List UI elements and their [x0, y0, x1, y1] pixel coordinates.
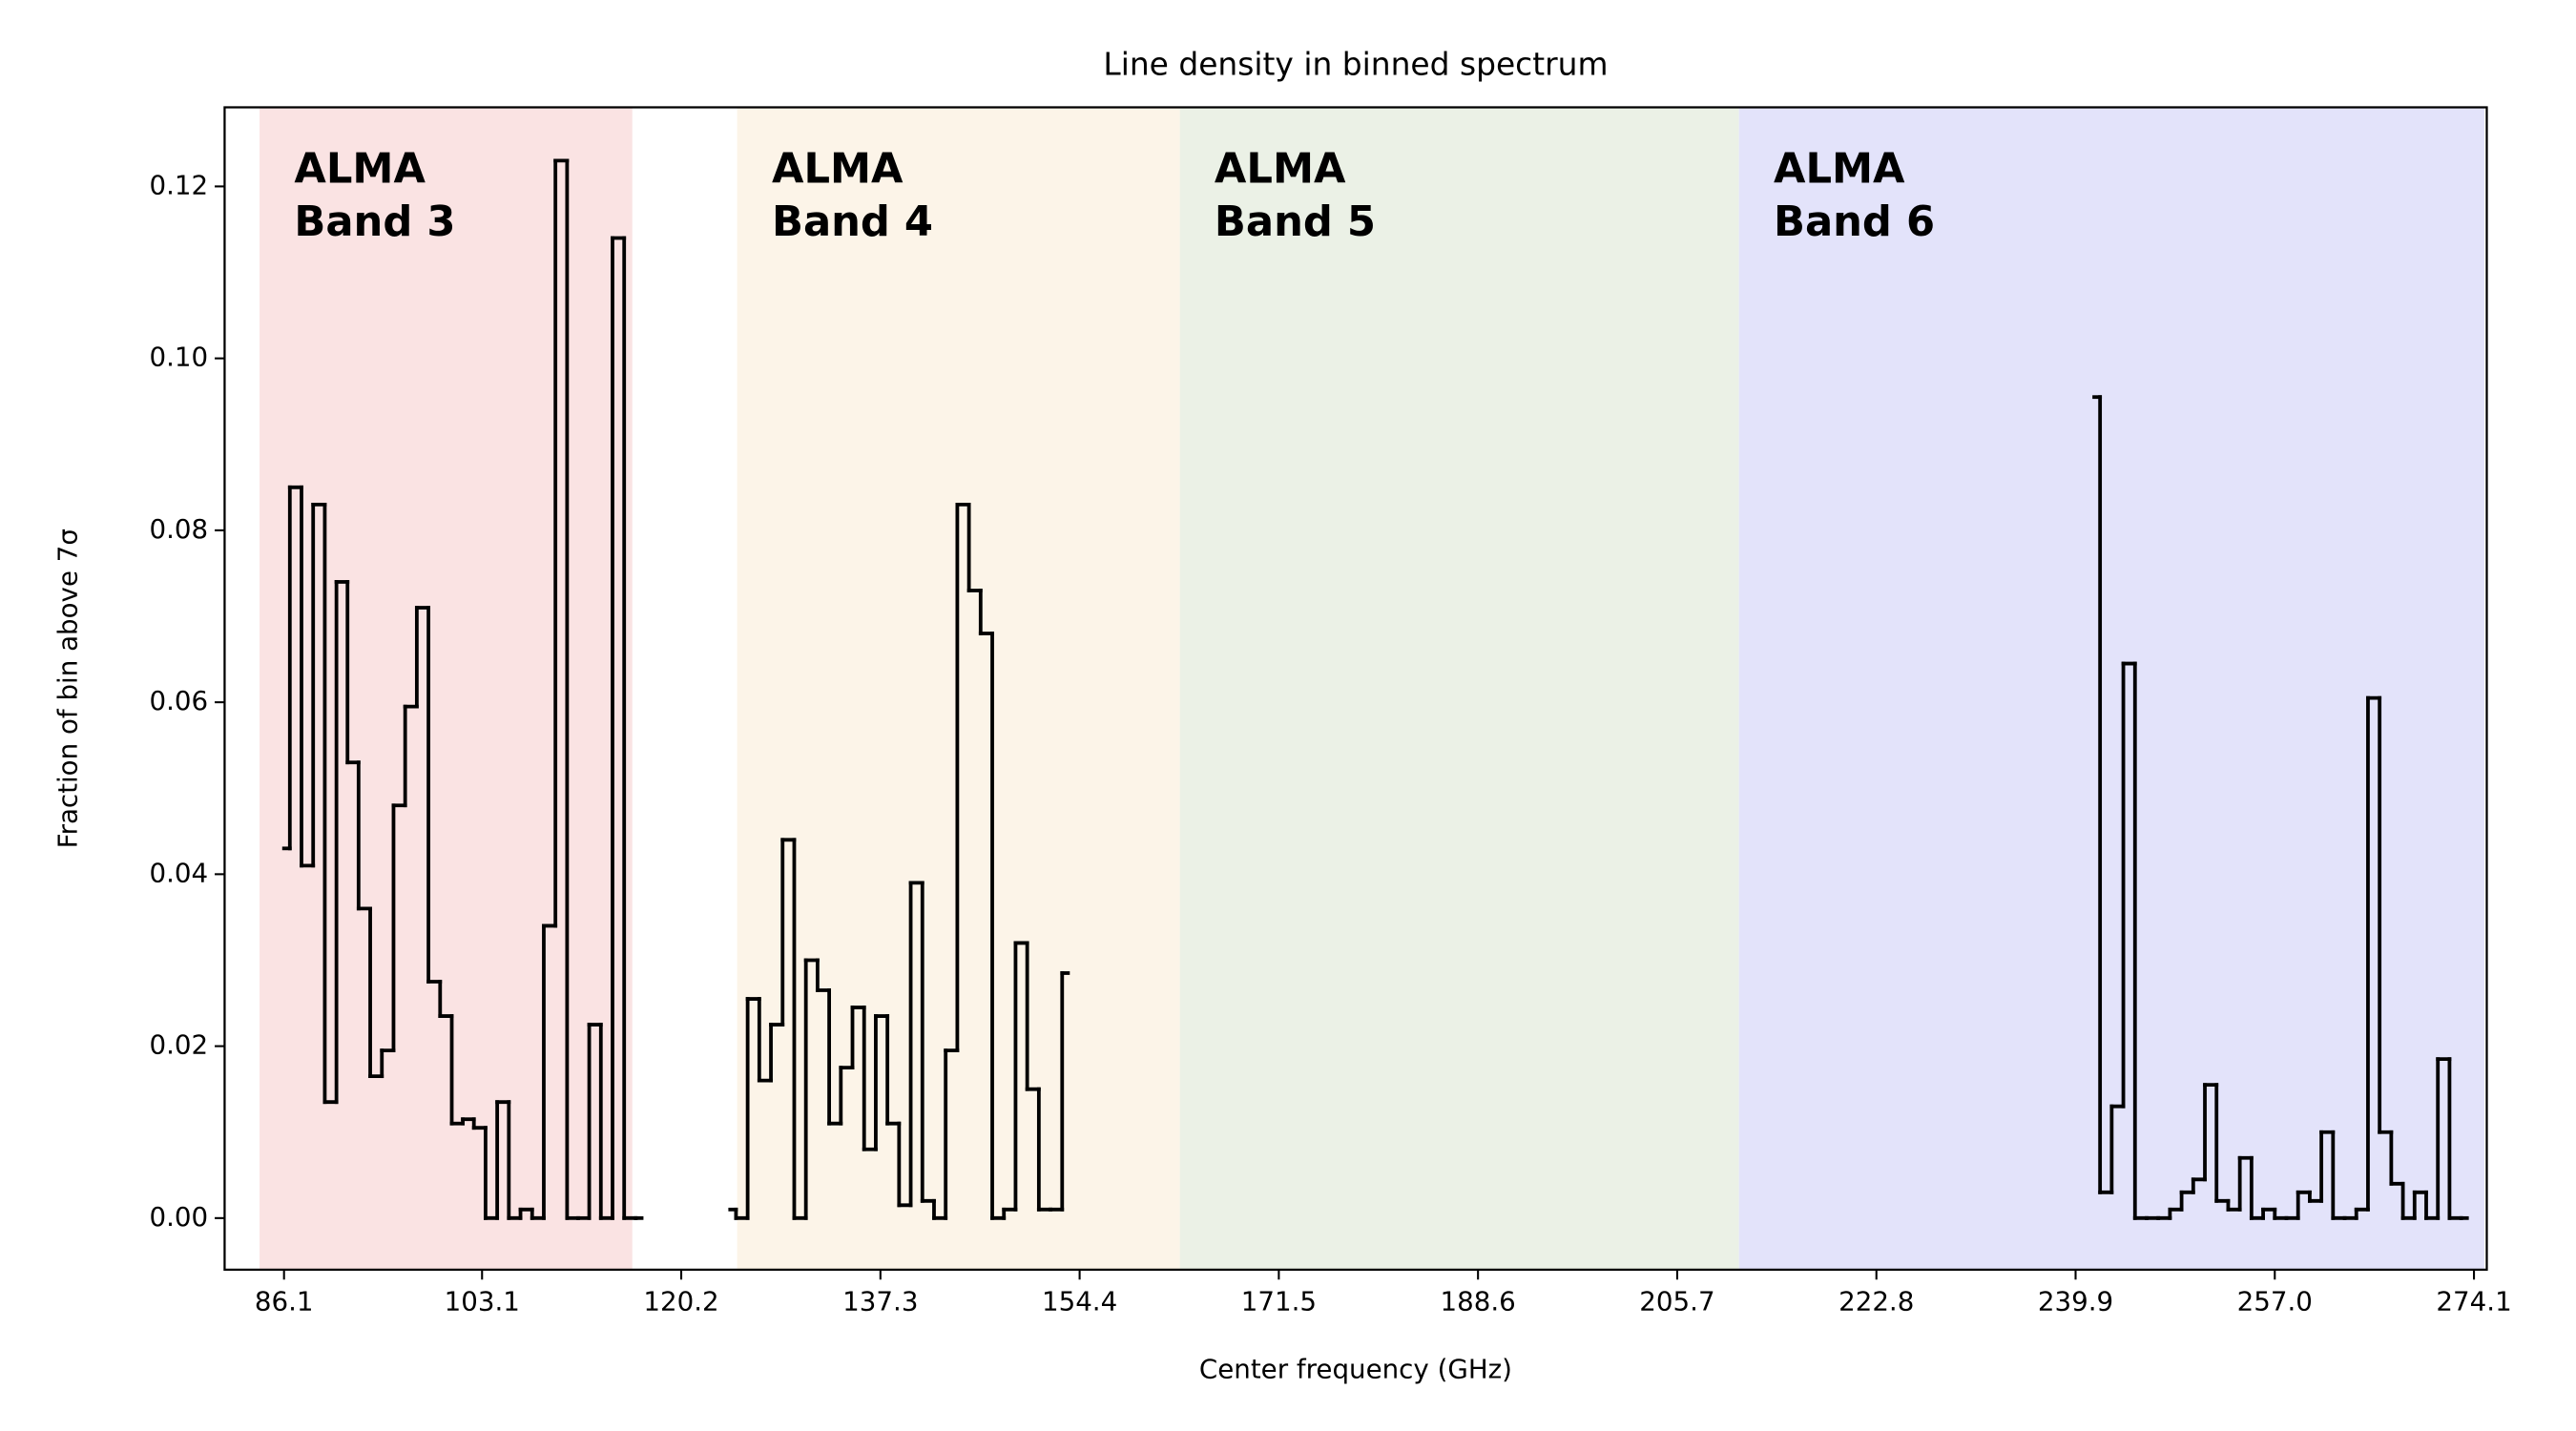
band-region: [1179, 107, 1739, 1270]
x-tick-label: 188.6: [1441, 1286, 1516, 1317]
band-region: [260, 107, 633, 1270]
band-region: [1738, 107, 2485, 1270]
x-tick-label: 103.1: [445, 1286, 520, 1317]
band-label: ALMA: [772, 145, 904, 193]
x-tick-label: 222.8: [1839, 1286, 1914, 1317]
y-tick-label: 0.08: [149, 513, 208, 545]
x-tick-label: 171.5: [1241, 1286, 1317, 1317]
y-tick-label: 0.06: [149, 685, 208, 716]
x-tick-label: 86.1: [255, 1286, 314, 1317]
y-tick-label: 0.12: [149, 169, 208, 200]
x-tick-label: 205.7: [1639, 1286, 1714, 1317]
y-tick-label: 0.04: [149, 857, 208, 888]
band-label: Band 5: [1215, 198, 1376, 246]
x-tick-label: 274.1: [2436, 1286, 2511, 1317]
band-label: Band 4: [772, 198, 933, 246]
x-tick-label: 239.9: [2038, 1286, 2113, 1317]
y-tick-label: 0.10: [149, 342, 208, 373]
x-tick-label: 154.4: [1042, 1286, 1117, 1317]
band-label: ALMA: [1774, 145, 1905, 193]
band-label: Band 6: [1774, 198, 1935, 246]
y-tick-label: 0.00: [149, 1201, 208, 1233]
y-tick-label: 0.02: [149, 1029, 208, 1061]
x-tick-label: 120.2: [643, 1286, 718, 1317]
plot-frame: [223, 106, 2488, 1272]
band-label: Band 3: [294, 198, 455, 246]
band-label: ALMA: [294, 145, 426, 193]
x-tick-label: 137.3: [842, 1286, 918, 1317]
x-axis-label: Center frequency (GHz): [1199, 1353, 1512, 1384]
chart-title: Line density in binned spectrum: [1103, 46, 1608, 83]
y-axis-label: Fraction of bin above 7σ: [52, 529, 84, 848]
band-label: ALMA: [1215, 145, 1346, 193]
x-tick-label: 257.0: [2237, 1286, 2313, 1317]
